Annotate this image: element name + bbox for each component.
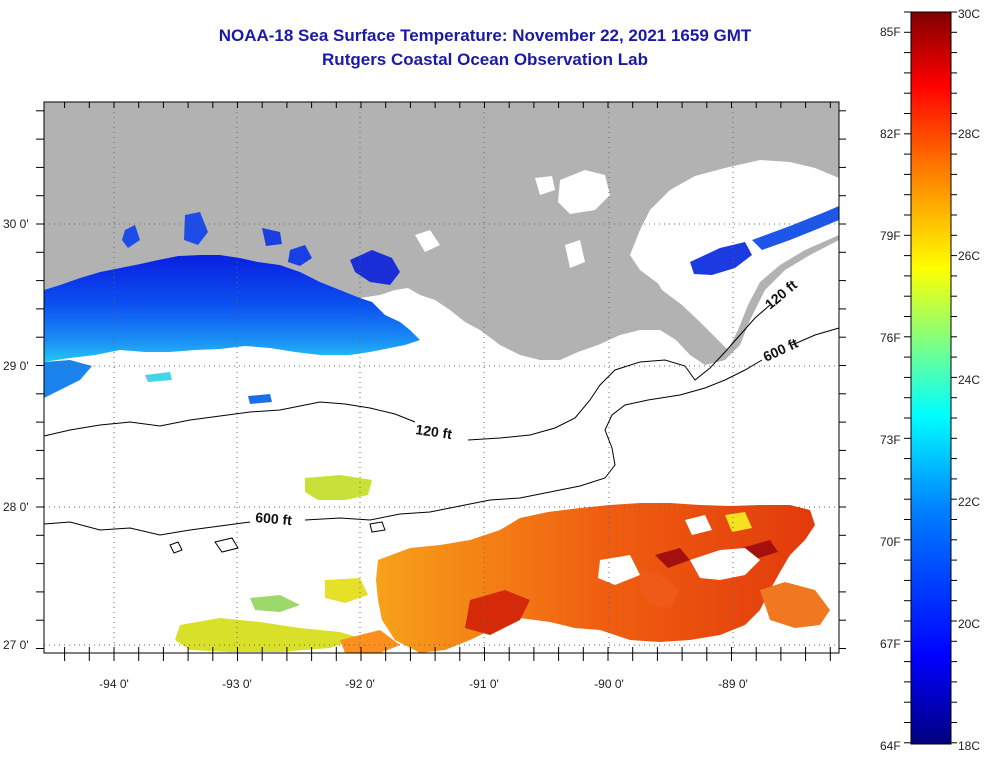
nearshore-cold-water-west — [44, 360, 92, 398]
map-subtitle: Rutgers Coastal Ocean Observation Lab — [322, 50, 648, 69]
sst-patch-yellow — [340, 630, 400, 653]
contour-120ft-east — [467, 304, 771, 441]
colorbar-label-30c: 30C — [958, 7, 980, 21]
colorbar-label-26c: 26C — [958, 249, 980, 263]
colorbar-label-76f: 76F — [880, 331, 901, 345]
offshore-cloud-gap — [690, 548, 760, 580]
contour-islet — [169, 521, 386, 554]
inland-bay-water — [122, 225, 140, 248]
contour-600ft-east — [304, 359, 763, 521]
lon-label-92: -92 0' — [345, 677, 375, 691]
sst-patch-green — [250, 595, 300, 612]
nearshore-cold-water — [44, 255, 420, 362]
colorbar-label-20c: 20C — [958, 617, 980, 631]
sst-patch-yellow — [175, 618, 360, 652]
map-frame-border — [43, 101, 840, 654]
colorbar-label-73f: 73F — [880, 433, 901, 447]
inland-bay-water — [262, 228, 282, 246]
graticule — [44, 102, 839, 653]
marsh-cloud-area — [415, 230, 440, 252]
sst-patch-shelf — [145, 372, 172, 382]
contour-600ft-west — [43, 521, 251, 536]
lat-label-29: 29 0' — [3, 359, 29, 373]
colorbar-label-64f: 64F — [880, 739, 901, 753]
lon-label-94: -94 0' — [99, 677, 129, 691]
contour-label-120ft-west: 120 ft — [415, 421, 454, 442]
colorbar-label-28c: 28C — [958, 127, 980, 141]
colorbar-label-18c: 18C — [958, 739, 980, 753]
sst-patch-yellow — [305, 475, 372, 500]
inland-bay-water — [184, 212, 208, 245]
colorbar-label-67f: 67F — [880, 637, 901, 651]
lat-label-28: 28 0' — [3, 500, 29, 514]
offshore-warm-patch — [640, 570, 680, 608]
colorbar-label-24c: 24C — [958, 373, 980, 387]
colorbar-label-85f: 85F — [880, 25, 901, 39]
eastern-cold-water — [690, 242, 752, 275]
colorbar-label-82f: 82F — [880, 127, 901, 141]
offshore-cloud-gap — [685, 515, 712, 535]
offshore-yellow-patch — [725, 512, 752, 532]
marsh-cloud-area — [650, 270, 740, 345]
land-mass — [44, 102, 839, 365]
sst-patch-shelf — [248, 394, 272, 404]
contour-label-600ft-west: 600 ft — [255, 509, 293, 528]
map-title: NOAA-18 Sea Surface Temperature: Novembe… — [218, 26, 752, 45]
inland-bay-water — [288, 245, 312, 266]
lon-label-89: -89 0' — [718, 677, 748, 691]
inland-lake-water — [350, 250, 400, 285]
frame-ticks — [36, 102, 846, 661]
offshore-hot-core — [655, 548, 690, 568]
colorbar-label-79f: 79F — [880, 229, 901, 243]
colorbar-label-22c: 22C — [958, 495, 980, 509]
lat-label-27: 27 0' — [3, 638, 29, 652]
offshore-warm-patch — [760, 582, 830, 628]
lon-label-91: -91 0' — [469, 677, 499, 691]
colorbar — [910, 11, 952, 745]
sst-patch-yellow — [325, 578, 368, 603]
contour-600ft-northeast — [791, 327, 840, 346]
marsh-cloud-area — [535, 176, 555, 195]
lat-label-30: 30 0' — [3, 217, 29, 231]
colorbar-ticks — [904, 11, 957, 744]
eastern-cold-water — [752, 206, 839, 250]
contour-120ft-west — [43, 401, 416, 437]
marsh-cloud-area — [662, 168, 839, 262]
marsh-cloud-area — [565, 240, 585, 268]
colorbar-label-70f: 70F — [880, 535, 901, 549]
lon-label-93: -93 0' — [222, 677, 252, 691]
marsh-cloud-area — [558, 170, 610, 214]
offshore-hot-core — [465, 590, 530, 635]
lon-label-90: -90 0' — [594, 677, 624, 691]
